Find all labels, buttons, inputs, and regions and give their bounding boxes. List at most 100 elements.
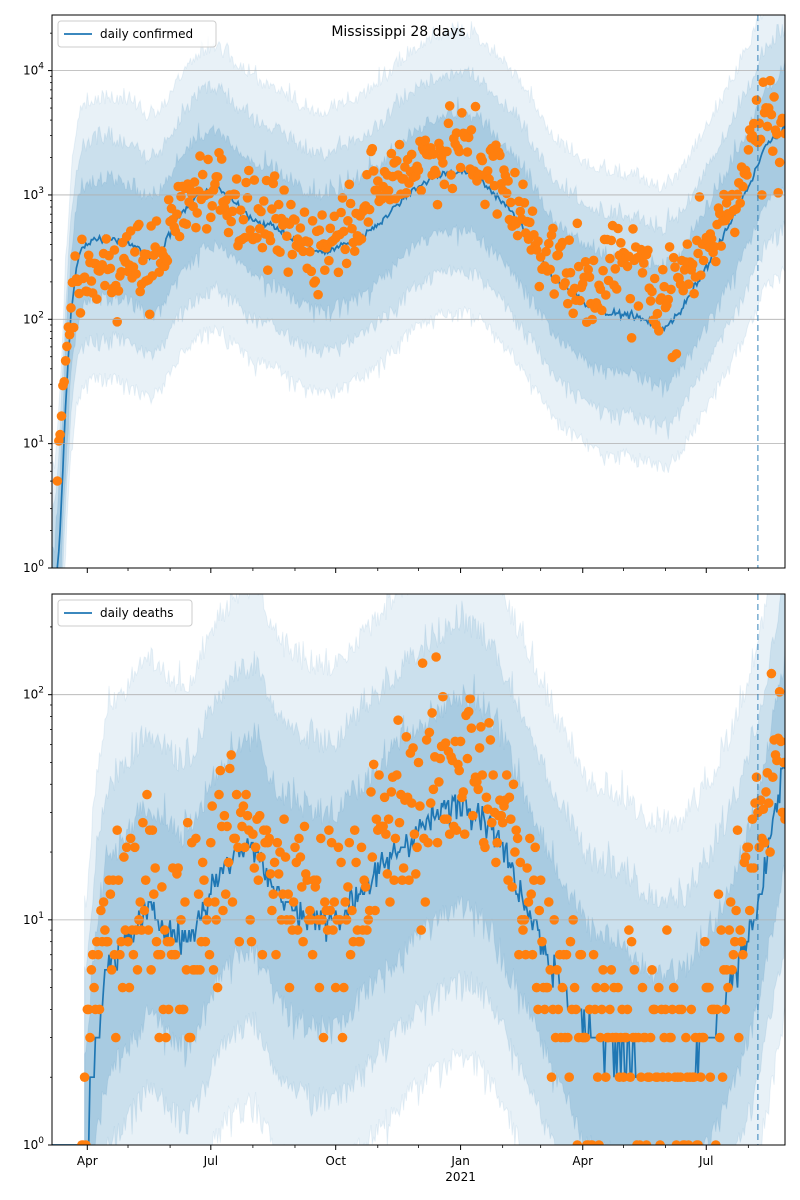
- observed-point: [736, 936, 747, 947]
- observed-point: [256, 852, 266, 862]
- observed-point: [765, 75, 775, 86]
- observed-point: [515, 857, 526, 868]
- observed-point: [298, 936, 308, 947]
- observed-point: [155, 949, 166, 960]
- observed-point: [83, 1004, 94, 1015]
- observed-point: [349, 825, 360, 835]
- observed-point: [451, 825, 462, 835]
- observed-point: [633, 301, 644, 311]
- observed-point: [533, 236, 543, 246]
- observed-point: [401, 188, 412, 198]
- observed-point: [698, 1032, 709, 1043]
- observed-point: [356, 842, 367, 853]
- observed-point: [337, 193, 348, 203]
- observed-point: [454, 765, 465, 776]
- observed-point: [716, 241, 726, 251]
- observed-point: [662, 925, 672, 935]
- observed-point: [774, 157, 785, 168]
- observed-point: [542, 982, 553, 993]
- observed-point: [504, 792, 515, 803]
- observed-point: [705, 1072, 716, 1082]
- observed-point: [749, 863, 759, 873]
- observed-point: [507, 882, 517, 892]
- observed-point: [773, 188, 783, 198]
- observed-point: [406, 149, 417, 160]
- observed-point: [476, 722, 486, 732]
- observed-point: [432, 199, 443, 210]
- observed-point: [689, 1072, 699, 1082]
- observed-point: [625, 293, 636, 304]
- observed-point: [696, 270, 706, 281]
- observed-point: [349, 246, 360, 256]
- observed-point: [563, 1032, 573, 1043]
- observed-point: [580, 257, 591, 267]
- observed-point: [265, 869, 276, 879]
- observed-point: [431, 168, 441, 179]
- observed-point: [225, 763, 235, 774]
- observed-point: [233, 842, 243, 853]
- observed-point: [654, 326, 664, 336]
- observed-point: [435, 753, 446, 764]
- y-tick-label: 103: [23, 186, 44, 202]
- observed-point: [283, 267, 294, 278]
- observed-point: [252, 233, 262, 243]
- observed-point: [393, 715, 403, 725]
- observed-point: [533, 1004, 543, 1015]
- observed-point: [234, 936, 245, 947]
- observed-point: [720, 1004, 731, 1015]
- observed-point: [298, 246, 308, 257]
- observed-point: [621, 1032, 631, 1043]
- observed-point: [425, 798, 436, 808]
- observed-point: [626, 333, 637, 343]
- observed-point: [109, 245, 120, 255]
- observed-point: [60, 356, 71, 366]
- observed-point: [431, 652, 441, 662]
- observed-point: [362, 925, 372, 935]
- observed-point: [344, 837, 355, 848]
- observed-point: [637, 982, 648, 993]
- observed-point: [420, 135, 431, 146]
- observed-point: [416, 185, 427, 196]
- observed-point: [125, 226, 136, 236]
- observed-point: [219, 810, 230, 821]
- observed-point: [689, 288, 699, 299]
- observed-point: [462, 147, 473, 157]
- observed-point: [257, 242, 268, 253]
- observed-point: [123, 936, 133, 947]
- observed-point: [279, 185, 289, 195]
- observed-point: [462, 753, 473, 764]
- observed-point: [548, 223, 558, 234]
- observed-point: [381, 829, 391, 839]
- observed-point: [344, 179, 355, 190]
- observed-point: [713, 889, 724, 899]
- observed-point: [594, 1140, 604, 1145]
- observed-point: [336, 207, 346, 218]
- observed-point: [616, 238, 626, 248]
- observed-point: [535, 875, 546, 885]
- observed-point: [652, 308, 663, 319]
- observed-point: [89, 982, 99, 993]
- observed-point: [712, 1004, 722, 1015]
- observed-point: [693, 1140, 703, 1145]
- observed-point: [161, 1032, 171, 1043]
- x-tick-label: Jul: [203, 1154, 218, 1168]
- observed-point: [172, 209, 182, 219]
- observed-point: [622, 261, 633, 272]
- observed-point: [136, 925, 147, 935]
- observed-point: [295, 852, 306, 862]
- observed-point: [290, 215, 300, 225]
- observed-point: [115, 949, 125, 960]
- observed-point: [428, 149, 439, 159]
- observed-point: [544, 238, 554, 249]
- uncertainty-band-2: [52, 60, 785, 568]
- observed-point: [506, 814, 516, 824]
- observed-point: [514, 949, 524, 960]
- observed-point: [481, 792, 492, 803]
- observed-point: [223, 227, 234, 238]
- y-tick-exponent: 3: [38, 186, 44, 196]
- observed-point: [279, 814, 289, 824]
- observed-point: [272, 837, 283, 848]
- observed-point: [549, 289, 559, 299]
- observed-point: [283, 889, 294, 899]
- observed-point: [427, 708, 437, 718]
